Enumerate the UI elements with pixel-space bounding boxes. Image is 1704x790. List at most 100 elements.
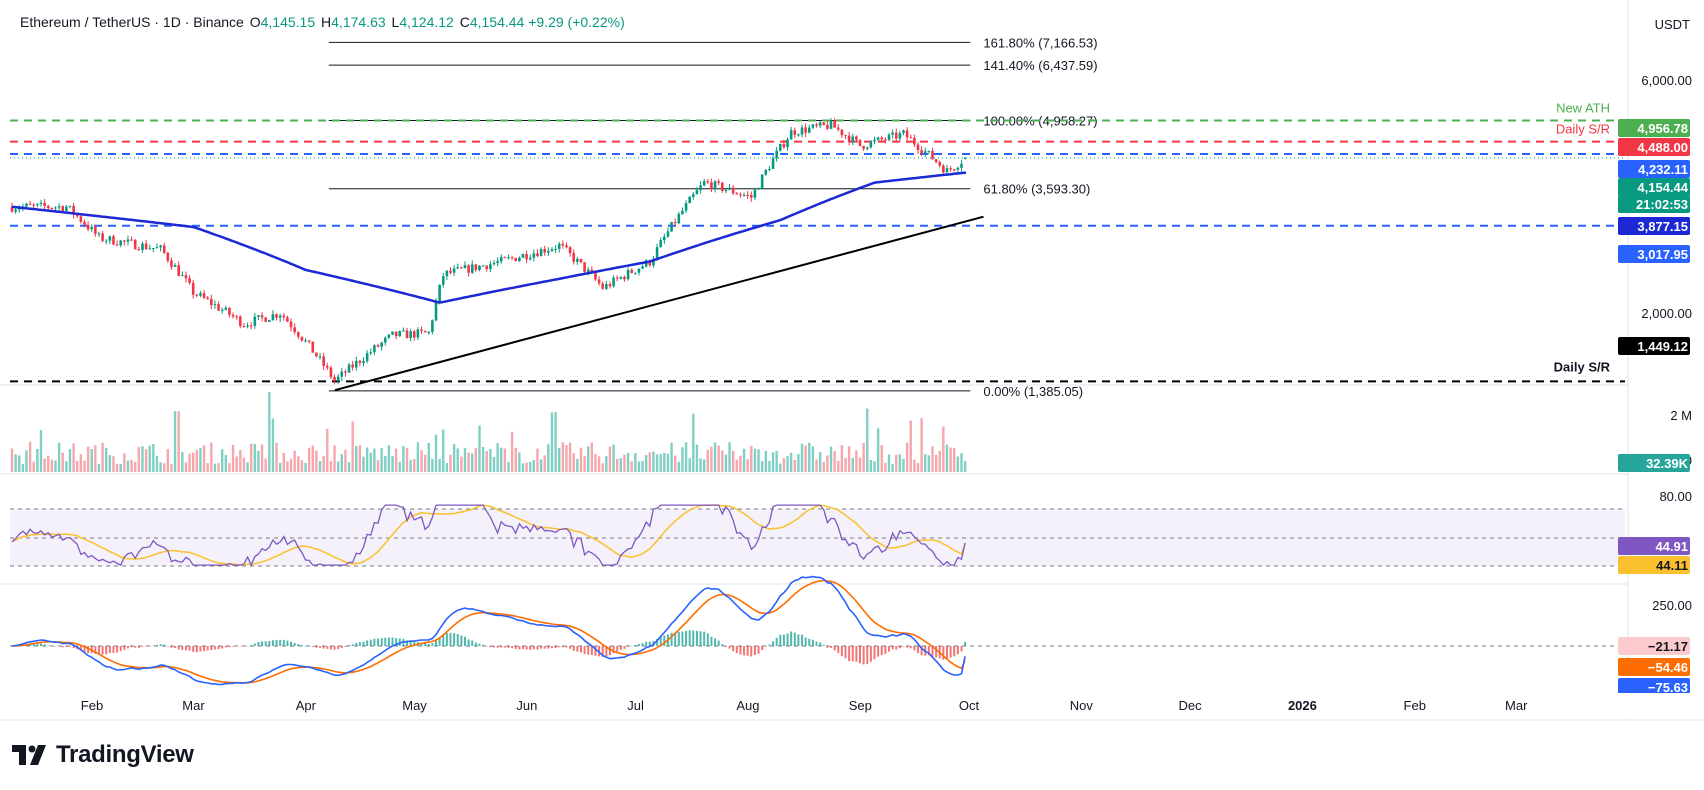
candle-body (307, 340, 311, 342)
volume-bar (768, 461, 771, 472)
volume-bar (677, 461, 681, 472)
chart-header: Ethereum / TetherUS · 1D · Binance O4,14… (20, 14, 625, 30)
volume-bar (14, 454, 17, 472)
volume-bar (576, 458, 579, 472)
macd-histogram-bar (645, 641, 648, 646)
volume-bar (79, 454, 83, 472)
macd-histogram-bar (420, 642, 423, 646)
macd-histogram-bar (641, 643, 644, 646)
macd-histogram-bar (518, 646, 521, 650)
volume-bar (583, 455, 586, 472)
macd-histogram-bar (184, 646, 187, 651)
volume-bar (181, 451, 184, 472)
macd-histogram-bar (659, 636, 662, 646)
volume-bar (688, 458, 691, 472)
macd-histogram-bar (880, 646, 883, 656)
macd-histogram-bar (474, 642, 477, 646)
time-axis-label: Sep (849, 698, 872, 713)
candle-body (931, 150, 934, 160)
volume-bar (891, 463, 894, 472)
candle-body (760, 174, 764, 189)
macd-histogram-bar (529, 646, 532, 650)
candle-body (485, 265, 489, 270)
volume-bar (231, 444, 235, 472)
macd-histogram-bar (471, 640, 474, 646)
macd-histogram-bar (826, 646, 829, 648)
volume-bar (485, 450, 488, 472)
candle-body (525, 254, 528, 260)
volume-bar (86, 446, 90, 472)
price-tag (1618, 160, 1690, 178)
volume-bar (605, 456, 608, 472)
candle-body (449, 270, 452, 273)
candle-body (315, 352, 318, 357)
volume-bar (257, 450, 260, 472)
candle-body (666, 231, 670, 237)
macd-histogram-bar (467, 639, 470, 646)
volume-bar (525, 462, 528, 472)
volume-bar (844, 457, 847, 472)
macd-histogram-bar (565, 646, 568, 648)
volume-bar (43, 458, 46, 472)
volume-bar (409, 459, 412, 472)
candle-body (869, 141, 873, 148)
volume-bar (28, 441, 32, 472)
volume-bar (692, 413, 695, 472)
candle-body (286, 317, 289, 322)
volume-bar (652, 451, 655, 472)
candle-body (231, 314, 235, 317)
volume-bar (380, 447, 383, 472)
volume-bar (869, 460, 873, 472)
macd-histogram-bar (50, 646, 53, 647)
volume-bar (717, 445, 720, 472)
macd-histogram-bar (460, 635, 463, 646)
macd-tag (1618, 658, 1690, 676)
candle-body (956, 167, 960, 170)
macd-histogram-bar (750, 646, 753, 657)
candle-body (351, 364, 354, 368)
macd-histogram-bar (670, 632, 673, 646)
volume-bar (188, 453, 191, 472)
open-label: O (249, 14, 261, 30)
candle-body (532, 253, 536, 258)
change-value: +9.29 (+0.22%) (528, 14, 625, 30)
candle-body (547, 250, 550, 253)
macd-histogram-bar (616, 646, 619, 652)
volume-bar (793, 459, 796, 472)
volume-bar (239, 449, 242, 472)
candle-body (630, 269, 633, 273)
volume-bar (358, 445, 362, 472)
macd-histogram-bar (170, 646, 173, 648)
volume-bar (213, 463, 217, 472)
macd-histogram-bar (648, 641, 651, 646)
candle-body (296, 332, 300, 337)
volume-bar (264, 458, 267, 472)
fib-level-label: 141.40% (6,437.59) (983, 58, 1097, 73)
macd-tag-label: −54.46 (1648, 660, 1688, 675)
volume-bar (760, 461, 764, 472)
macd-histogram-bar (355, 642, 358, 646)
volume-bar (148, 445, 151, 472)
candle-body (325, 365, 329, 368)
macd-histogram-bar (445, 632, 448, 646)
candle-body (94, 226, 97, 234)
candle-body (438, 284, 441, 302)
macd-histogram-bar (587, 646, 590, 655)
macd-histogram-bar (311, 646, 314, 647)
candle-body (213, 304, 217, 306)
macd-histogram-bar (348, 645, 351, 646)
macd-histogram-bar (246, 645, 249, 647)
volume-bar (558, 447, 561, 472)
candle-body (938, 162, 942, 166)
macd-histogram-bar (743, 646, 746, 656)
macd-histogram-bar (224, 646, 227, 648)
time-axis-label: May (402, 698, 427, 713)
candle-body (778, 143, 782, 151)
volume-bar (913, 459, 916, 472)
candle-body (746, 194, 749, 196)
volume-bar (648, 452, 652, 472)
macd-histogram-bar (366, 640, 369, 646)
volume-bar (336, 461, 340, 472)
macd-histogram-bar (435, 640, 438, 646)
